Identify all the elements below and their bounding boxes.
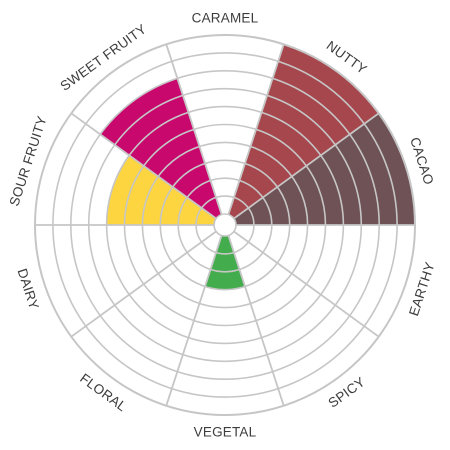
grid-spoke bbox=[233, 230, 380, 338]
grid-spoke bbox=[70, 230, 217, 338]
grid-spoke bbox=[227, 235, 285, 406]
grid-spoke bbox=[70, 112, 217, 220]
label-caramel: CARAMEL bbox=[192, 11, 259, 26]
label-vegetal: VEGETAL bbox=[194, 425, 257, 440]
wedge-sour-fruity bbox=[106, 155, 217, 225]
label-floral: FLORAL bbox=[77, 371, 130, 415]
grid-layer bbox=[34, 34, 416, 416]
grid-spoke bbox=[165, 44, 223, 215]
grid-spoke bbox=[227, 44, 285, 215]
grid-spoke bbox=[233, 112, 380, 220]
wedge-vegetal bbox=[205, 235, 245, 290]
center-hub bbox=[213, 213, 237, 237]
label-spicy: SPICY bbox=[325, 374, 367, 411]
wedge-cacao bbox=[233, 113, 415, 225]
wedge-dairy bbox=[160, 225, 217, 264]
label-sour-fruity: SOUR FRUITY bbox=[7, 114, 50, 208]
label-dairy: DAIRY bbox=[15, 267, 42, 312]
grid-spoke bbox=[165, 235, 223, 406]
label-cacao: CACAO bbox=[407, 135, 436, 186]
